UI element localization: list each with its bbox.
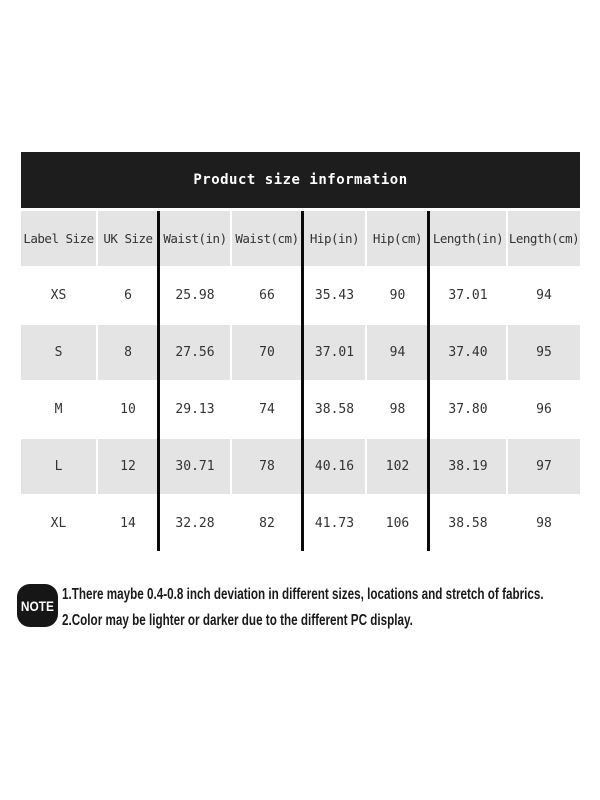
column-group-divider [427,211,430,551]
note-text: 1.There maybe 0.4-0.8 inch deviation in … [62,582,597,634]
size-cell: 98 [367,382,428,437]
size-cell: XS [21,268,96,323]
size-cell: 102 [367,439,428,494]
note-line-1: 1.There maybe 0.4-0.8 inch deviation in … [62,586,544,603]
size-cell: 14 [98,496,158,551]
size-cell: S [21,325,96,380]
column-header-uk-size: UK Size [98,211,158,266]
column-header-length-in: Length(in) [430,211,506,266]
size-cell: 37.80 [430,382,506,437]
column-group-divider [301,211,304,551]
column-group-divider [157,211,160,551]
size-cell: 96 [508,382,580,437]
size-cell: 66 [232,268,302,323]
size-cell: 40.16 [304,439,365,494]
size-cell: 74 [232,382,302,437]
size-cell: 12 [98,439,158,494]
size-cell: 27.56 [160,325,230,380]
size-cell: 90 [367,268,428,323]
table-title-banner: Product size information [21,152,580,208]
size-cell: 30.71 [160,439,230,494]
size-cell: 82 [232,496,302,551]
size-cell: 94 [508,268,580,323]
column-header-hip-in: Hip(in) [304,211,365,266]
column-header-hip-cm: Hip(cm) [367,211,428,266]
size-cell: 106 [367,496,428,551]
note-line-2: 2.Color may be lighter or darker due to … [62,612,413,629]
column-header-waist-in: Waist(in) [160,211,230,266]
size-cell: 37.40 [430,325,506,380]
size-cell: 94 [367,325,428,380]
column-header-waist-cm: Waist(cm) [232,211,302,266]
size-cell: 35.43 [304,268,365,323]
size-cell: 97 [508,439,580,494]
size-cell: 70 [232,325,302,380]
size-cell: 10 [98,382,158,437]
note-badge: NOTE [17,584,58,627]
size-cell: XL [21,496,96,551]
size-cell: 8 [98,325,158,380]
size-cell: 78 [232,439,302,494]
size-cell: 32.28 [160,496,230,551]
note-badge-label: NOTE [20,597,55,614]
size-cell: 38.19 [430,439,506,494]
size-cell: 6 [98,268,158,323]
size-cell: M [21,382,96,437]
size-cell: 29.13 [160,382,230,437]
size-cell: 95 [508,325,580,380]
column-header-length-cm: Length(cm) [508,211,580,266]
size-table: Label Size UK Size Waist(in) Waist(cm) H… [21,211,580,551]
size-cell: 41.73 [304,496,365,551]
size-cell: 37.01 [304,325,365,380]
column-header-label-size: Label Size [21,211,96,266]
size-cell: L [21,439,96,494]
table-title: Product size information [193,172,408,188]
size-cell: 37.01 [430,268,506,323]
size-cell: 25.98 [160,268,230,323]
size-cell: 38.58 [304,382,365,437]
size-cell: 38.58 [430,496,506,551]
size-cell: 98 [508,496,580,551]
